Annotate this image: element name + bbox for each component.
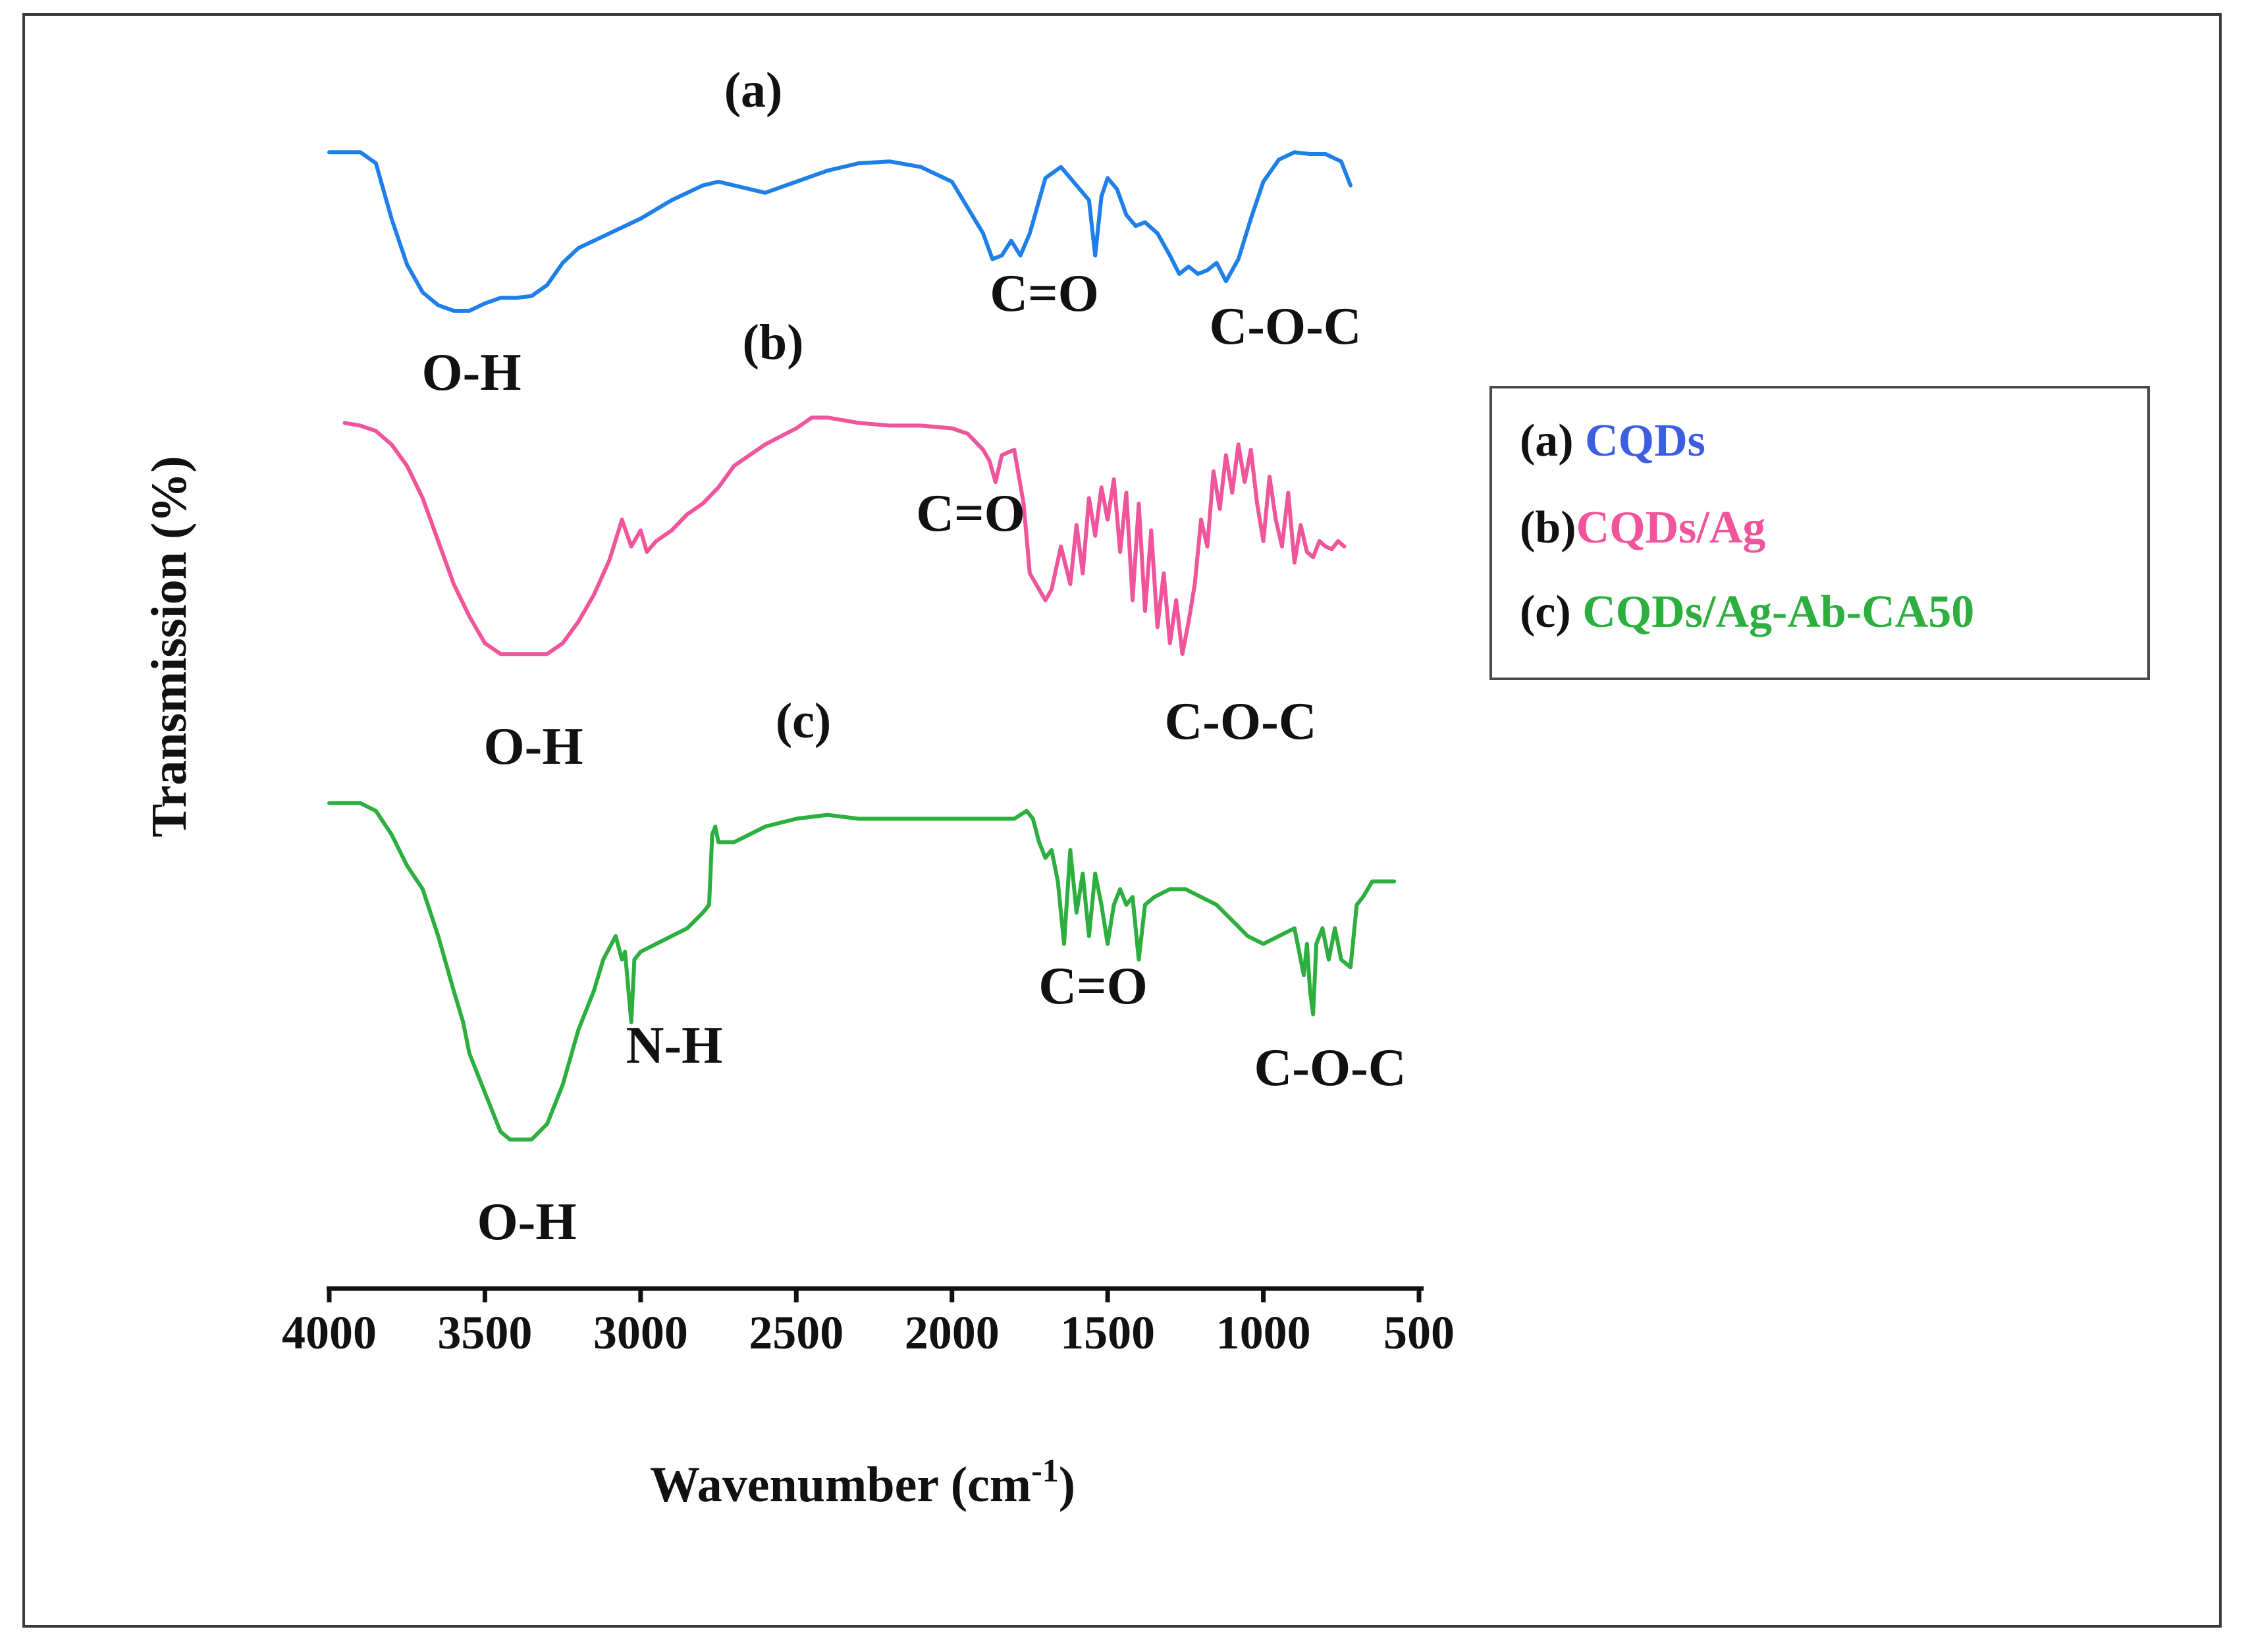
- legend-marker: (b): [1520, 502, 1576, 553]
- figure-frame: [22, 13, 2222, 1628]
- panel-c-label: (c): [776, 693, 831, 749]
- b-coc-label: C-O-C: [1164, 693, 1316, 751]
- x-axis-label: Wavenumber (cm-1): [650, 1452, 1075, 1512]
- x-tick-label: 3000: [593, 1306, 688, 1359]
- x-ticks-layer: 4000 3500 3000 2500 2000 1500 1000 500: [282, 1289, 1455, 1359]
- x-tick-label: 1000: [1216, 1306, 1311, 1359]
- c-nh-label: N-H: [626, 1017, 723, 1075]
- x-tick-label: 2500: [749, 1306, 844, 1359]
- b-co-label: C=O: [916, 485, 1025, 543]
- panel-a-label: (a): [724, 63, 783, 118]
- a-co-label: C=O: [990, 265, 1099, 323]
- c-oh-label: O-H: [477, 1193, 576, 1251]
- legend-item-cqds-ag-ab-ca50: (c) CQDs/Ag-Ab-CA50: [1520, 586, 1974, 639]
- series-layer: [327, 150, 1397, 1142]
- c-co-label: C=O: [1038, 957, 1148, 1015]
- series-line-cqds-ag: [342, 415, 1347, 656]
- a-oh-label: O-H: [421, 344, 521, 402]
- legend-label: CQDs/Ag-Ab-CA50: [1582, 587, 1975, 637]
- x-tick-label: 4000: [282, 1306, 377, 1359]
- legend-marker: (c): [1520, 587, 1583, 637]
- a-coc-label: C-O-C: [1209, 298, 1361, 356]
- legend-box: (a) CQDs (b)CQDs/Ag (c) CQDs/Ag-Ab-CA50: [1489, 386, 2150, 680]
- legend-item-cqds-ag: (b)CQDs/Ag: [1520, 502, 1765, 554]
- x-axis-label-superscript: -1: [1031, 1452, 1059, 1489]
- legend-label: CQDs: [1585, 415, 1705, 466]
- y-axis-label: Transmission (%): [142, 456, 197, 837]
- series-line-cqds: [327, 150, 1353, 313]
- x-tick-label: 2000: [905, 1306, 1000, 1359]
- legend-label: CQDs/Ag: [1576, 502, 1766, 553]
- panel-b-label: (b): [743, 315, 804, 370]
- x-tick-label: 3500: [437, 1306, 532, 1359]
- c-coc-label: C-O-C: [1254, 1039, 1406, 1097]
- legend-item-cqds: (a) CQDs: [1520, 415, 1705, 467]
- x-tick-label: 1500: [1060, 1306, 1155, 1359]
- x-tick-label: 500: [1383, 1306, 1455, 1359]
- b-oh-label: O-H: [483, 718, 583, 776]
- series-line-cqds-ag-ab-ca50: [327, 801, 1397, 1142]
- legend-marker: (a): [1520, 415, 1586, 466]
